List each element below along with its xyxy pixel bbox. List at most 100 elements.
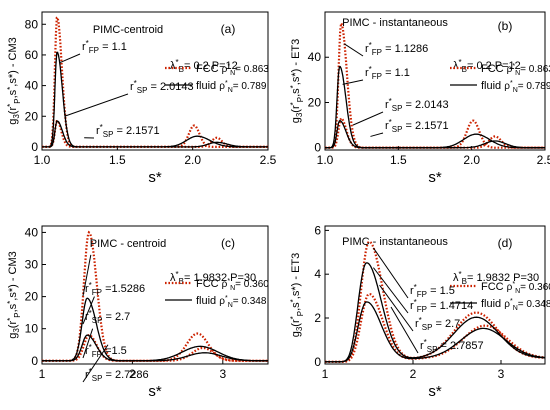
x-tick-label: 2.5 bbox=[537, 153, 550, 167]
annotation-value: =1.5286 bbox=[102, 283, 145, 295]
panel-tag: (c) bbox=[221, 236, 235, 250]
lambda-label: λ*B= 0.2 P=12 bbox=[170, 58, 238, 74]
legend-rho-star: * bbox=[512, 63, 515, 70]
y-tick-label: 30 bbox=[25, 258, 39, 272]
lambda-label: λ*B= 0.2 P=12 bbox=[453, 58, 521, 74]
annotation-star: * bbox=[424, 338, 427, 347]
lambda-sub: B bbox=[179, 277, 184, 286]
y-label-r: (r bbox=[290, 319, 302, 327]
annotation-r: r bbox=[410, 285, 414, 297]
y-label-s1: ,s bbox=[290, 88, 302, 97]
annotation-label: r*SP = 2.7857 bbox=[420, 338, 484, 354]
annotation-sub: FP bbox=[417, 305, 427, 314]
annotation-label: r*SP = 2.7286 bbox=[85, 367, 149, 383]
y-axis-label: g3(r*P,s*,s*) - ET3 bbox=[289, 39, 305, 124]
lambda-value: = 1.9832 P=30 bbox=[184, 272, 256, 284]
y-label-suffix: *) - CM3 bbox=[7, 37, 19, 78]
legend-rho-sub: N bbox=[515, 70, 520, 77]
x-axis-label: s* bbox=[148, 383, 162, 400]
y-label-star: * bbox=[289, 316, 298, 319]
series-line-fluid-secondary bbox=[42, 120, 268, 148]
annotation-sub: SP bbox=[422, 323, 433, 332]
method-label: PIMC - instantaneous bbox=[342, 236, 448, 248]
annotation-r: r bbox=[415, 318, 419, 330]
annotation-leader bbox=[64, 93, 129, 117]
series-line-fluid-primary bbox=[325, 262, 545, 363]
legend-rho: ρ bbox=[219, 81, 225, 92]
legend-label-fcc: FCC ρ*N= 0.360 bbox=[196, 278, 269, 292]
y-tick-label: 80 bbox=[25, 17, 39, 31]
legend-rho-value: = 0.789 bbox=[518, 81, 550, 92]
legend-rho-sub: N bbox=[230, 70, 235, 77]
y-label-s1: ,s bbox=[7, 303, 19, 312]
annotation-sub: SP bbox=[92, 316, 103, 325]
legend-rho-sub: N bbox=[228, 302, 233, 309]
annotation-value: = 2.1571 bbox=[113, 125, 159, 137]
annotation-value: = 1.5 bbox=[427, 285, 455, 297]
panel-tag: (a) bbox=[221, 22, 236, 36]
y-tick-label: 0 bbox=[314, 355, 321, 369]
method-label: PIMC - instantaneous bbox=[342, 17, 448, 29]
annotation-r: r bbox=[130, 81, 134, 93]
legend-name: FCC bbox=[481, 281, 507, 293]
y-label-sub3: 3 bbox=[12, 114, 21, 119]
annotation-star: * bbox=[414, 298, 417, 307]
legend-rho: ρ bbox=[219, 296, 225, 307]
annotation-r: r bbox=[385, 99, 389, 111]
legend-name: fluid bbox=[481, 80, 504, 92]
annotation-sub: SP bbox=[137, 86, 148, 95]
legend-rho: ρ bbox=[507, 282, 513, 293]
annotation-star: * bbox=[89, 281, 92, 290]
legend-name: fluid bbox=[196, 80, 219, 92]
y-label-suffix: *) - ET3 bbox=[290, 39, 302, 77]
lambda-sub: B bbox=[462, 65, 467, 74]
legend-rho-star: * bbox=[225, 80, 228, 87]
annotation-sub: FP bbox=[89, 46, 99, 55]
x-axis-label: s* bbox=[428, 169, 442, 186]
annotation-value: = 2.0143 bbox=[147, 81, 193, 93]
y-label-s1: ,s bbox=[290, 302, 302, 311]
annotation-label: r*FP =1.5286 bbox=[85, 281, 145, 297]
legend-rho-sub: N bbox=[515, 288, 520, 295]
y-tick-label: 40 bbox=[25, 225, 39, 239]
plot-frame bbox=[324, 11, 546, 151]
annotation-leader bbox=[352, 111, 384, 126]
annotation-sub: SP bbox=[103, 130, 114, 139]
lambda-label: λ*B= 1.9832 P=30 bbox=[453, 270, 539, 286]
lambda-symbol: λ bbox=[453, 60, 459, 72]
lambda-symbol: λ bbox=[453, 272, 459, 284]
legend-rho-value: = 0.863 bbox=[520, 64, 550, 75]
legend-rho: ρ bbox=[507, 64, 513, 75]
annotation-sub: FP bbox=[92, 350, 102, 359]
y-tick-label: 20 bbox=[25, 109, 39, 123]
y-tick-label: 40 bbox=[308, 50, 322, 64]
annotation-star: * bbox=[389, 97, 392, 106]
annotation-label: r*SP = 2.7 bbox=[415, 316, 460, 332]
legend-rho-value: = 0.360 bbox=[235, 279, 269, 290]
annotation-leader bbox=[379, 284, 414, 332]
lambda-value: = 1.9832 P=30 bbox=[467, 272, 539, 284]
panel-tag: (d) bbox=[498, 236, 513, 250]
annotation-star: * bbox=[414, 283, 417, 292]
y-tick-label: 20 bbox=[25, 290, 39, 304]
y-tick-label: 2 bbox=[314, 311, 321, 325]
legend-name: FCC bbox=[196, 278, 222, 290]
legend-label-fcc: FCC ρ*N= 0.863 bbox=[196, 63, 269, 77]
annotation-value: = 2.7 bbox=[102, 311, 130, 323]
legend-name: FCC bbox=[196, 63, 222, 75]
legend-rho-star: * bbox=[512, 281, 515, 288]
y-tick-label: 6 bbox=[314, 223, 321, 237]
legend-rho-value: = 0.348 bbox=[518, 299, 550, 310]
lambda-star: * bbox=[176, 58, 179, 67]
annotation-label: r*FP = 1.1 bbox=[365, 65, 410, 81]
plot-frame bbox=[41, 11, 269, 151]
annotation-leader bbox=[342, 79, 364, 85]
annotation-r: r bbox=[365, 67, 369, 79]
x-tick-label: 1 bbox=[39, 367, 46, 381]
legend-label-fluid: fluid ρ*N= 0.348 bbox=[481, 298, 550, 312]
legend-rho-value: = 0.348 bbox=[233, 296, 267, 307]
legend-label-fcc: FCC ρ*N= 0.360 bbox=[481, 281, 550, 295]
